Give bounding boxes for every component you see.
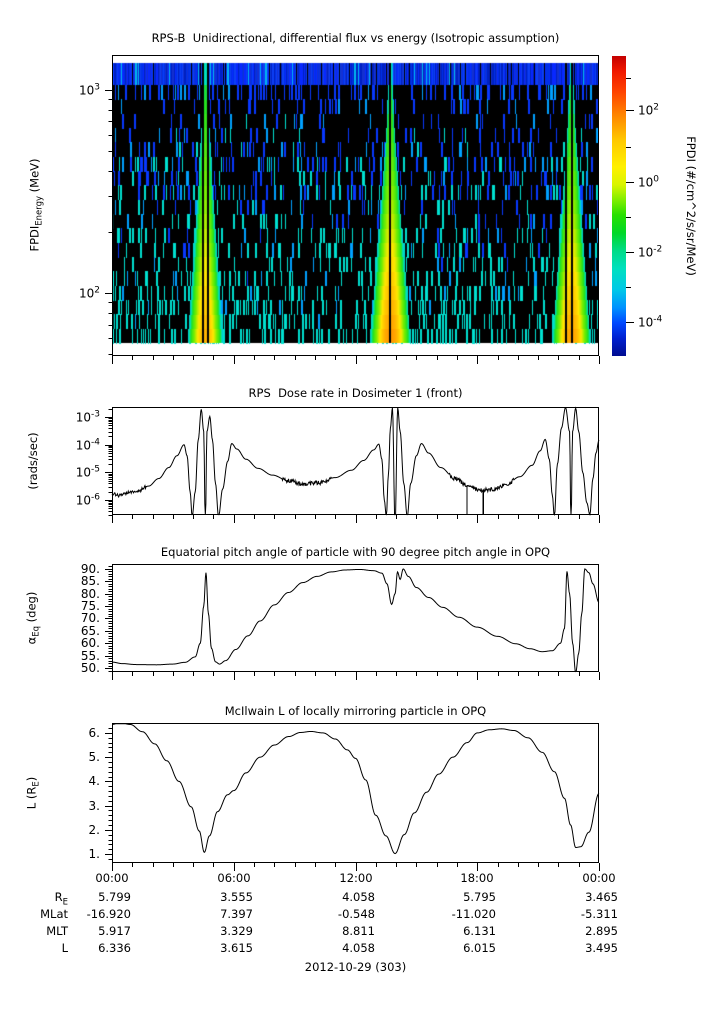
y-tick-label: 10-4 <box>75 437 100 453</box>
spectrogram-title: RPS-B Unidirectional, differential flux … <box>151 31 560 45</box>
y-tick-label: 90. <box>80 561 100 576</box>
time-tick-label-3: 18:00 <box>460 871 494 885</box>
y-tick-label: 3. <box>88 798 100 813</box>
pitch-angle-title: Equatorial pitch angle of particle with … <box>160 545 551 559</box>
dose_rate-curve <box>111 406 600 517</box>
y-tick-label: 80. <box>80 586 100 601</box>
y-tick-label: 60. <box>80 636 100 651</box>
colorbar-tick-label: 100 <box>638 174 660 190</box>
ephemeris-row-label-mlt: MLT <box>46 924 68 938</box>
ephemeris-value: 5.795 <box>463 890 496 904</box>
y-tick-label: 70. <box>80 611 100 626</box>
ephemeris-value: 8.811 <box>342 924 375 938</box>
ephemeris-value: -16.920 <box>86 907 131 921</box>
y-tick-label: 55. <box>80 648 100 663</box>
pitch-angle-ylabel: αEq (deg) <box>24 591 42 645</box>
spectrogram-axes <box>105 55 600 364</box>
ephemeris-value: 5.917 <box>98 924 131 938</box>
colorbar-ticks <box>626 78 634 323</box>
y-tick-label: 2. <box>88 822 100 837</box>
spectrogram-canvas <box>112 55 599 356</box>
ephemeris-value: 3.555 <box>220 890 253 904</box>
ephemeris-value: -0.548 <box>337 907 375 921</box>
colorbar-tick-label: 102 <box>638 102 660 118</box>
ephemeris-value: 6.015 <box>463 941 496 955</box>
y-tick-label: 10-5 <box>75 464 100 480</box>
dose-rate-axes <box>105 406 600 523</box>
time-tick-label-0: 00:00 <box>95 871 129 885</box>
time-tick-label-4: 00:00 <box>582 871 616 885</box>
mcilwain_L_Re-curve <box>111 723 600 855</box>
ephemeris-value: -5.311 <box>580 907 618 921</box>
ephemeris-value: 6.131 <box>463 924 496 938</box>
ephemeris-value: 4.058 <box>342 941 375 955</box>
ephemeris-row-label-re: RE <box>54 890 68 908</box>
colorbar-label: FPDI (#/cm^2/s/sr/MeV) <box>684 136 698 276</box>
ephemeris-value: -11.020 <box>451 907 496 921</box>
y-tick-label: 10-6 <box>75 492 100 508</box>
mcilwain-l-axes <box>105 723 600 871</box>
ephemeris-value: 7.397 <box>220 907 253 921</box>
y-tick-label: 103 <box>78 82 100 98</box>
y-tick-label: 75. <box>80 599 100 614</box>
colorbar-tick-label: 10-2 <box>638 244 663 260</box>
y-tick-label: 102 <box>78 285 100 301</box>
colorbar-gradient <box>612 56 626 356</box>
ephemeris-value: 3.495 <box>585 941 618 955</box>
y-tick-label: 10-3 <box>75 409 100 425</box>
y-tick-label: 1. <box>88 847 100 862</box>
dose-rate-title: RPS Dose rate in Dosimeter 1 (front) <box>248 386 463 400</box>
mcilwain-l-ylabel: L (RE) <box>24 776 42 810</box>
dose-rate-ylabel: (rads/sec) <box>26 432 40 490</box>
ephemeris-value: 3.465 <box>585 890 618 904</box>
spectrogram-ylabel: FPDIEnergy (MeV) <box>27 158 45 252</box>
time-tick-label-2: 12:00 <box>339 871 373 885</box>
colorbar-tick-label: 10-4 <box>638 314 663 330</box>
mcilwain-l-title: McIlwain L of locally mirroring particle… <box>224 704 487 718</box>
pitch-angle-axes <box>105 564 600 680</box>
y-tick-label: 6. <box>88 725 100 740</box>
date-label: 2012-10-29 (303) <box>304 960 407 974</box>
y-tick-label: 85. <box>80 574 100 589</box>
time-tick-label-1: 06:00 <box>217 871 251 885</box>
y-tick-label: 50. <box>80 661 100 676</box>
ephemeris-value: 3.329 <box>220 924 253 938</box>
y-tick-label: 65. <box>80 623 100 638</box>
ephemeris-value: 3.615 <box>220 941 253 955</box>
y-tick-label: 5. <box>88 750 100 765</box>
equatorial_pitch_angle_deg-curve <box>111 568 600 673</box>
y-tick-label: 4. <box>88 774 100 789</box>
ephemeris-row-label-mlat: MLat <box>40 907 68 921</box>
ephemeris-value: 6.336 <box>98 941 131 955</box>
ephemeris-value: 5.799 <box>98 890 131 904</box>
ephemeris-value: 2.895 <box>585 924 618 938</box>
ephemeris-row-label-l: L <box>61 941 68 955</box>
ephemeris-value: 4.058 <box>342 890 375 904</box>
